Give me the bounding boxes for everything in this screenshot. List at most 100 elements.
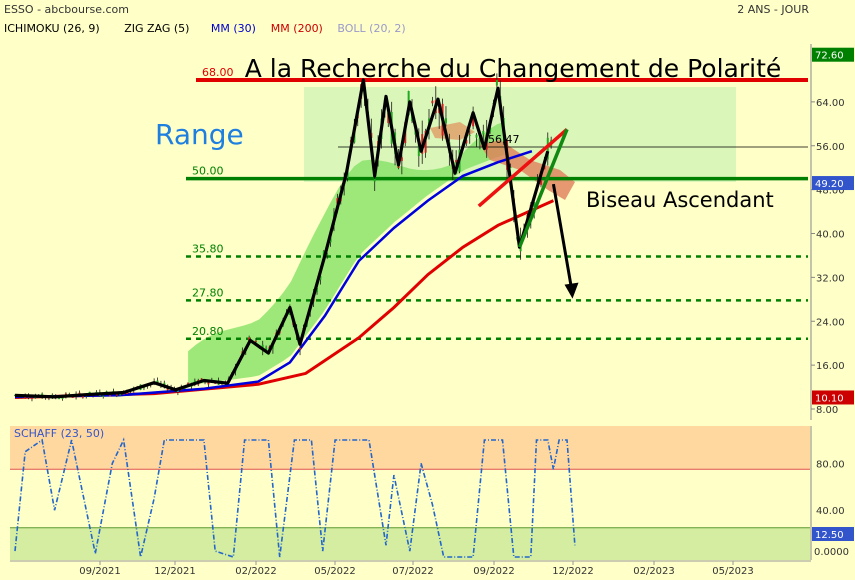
price-tick-label: 32.00: [816, 273, 845, 284]
candle-body: [102, 395, 105, 397]
zigzag-path: [14, 78, 550, 399]
date-tick-label: 02/2022: [235, 566, 277, 577]
level-label: 50.00: [192, 165, 224, 178]
indicator-label: BOLL (20, 2): [337, 22, 405, 35]
schaff-tick-label: 40.00: [816, 506, 845, 517]
price-badge-label: 49.20: [815, 179, 844, 190]
candle-body: [254, 340, 257, 342]
date-tick-label: 09/2022: [473, 566, 515, 577]
price-tick-label: 16.00: [816, 361, 845, 372]
candle-body: [482, 130, 485, 135]
cloud-bullish: [188, 121, 505, 385]
schaff-line: [14, 437, 576, 559]
price-badge-label: 72.60: [815, 51, 844, 62]
date-tick-label: 12/2022: [552, 566, 594, 577]
date-tick-label: 05/2022: [314, 566, 356, 577]
candle-body: [495, 79, 498, 86]
candle-body: [58, 398, 61, 400]
candle-body: [546, 137, 549, 160]
indicator-label: MM (200): [271, 22, 323, 35]
wedge-upper-line: [477, 127, 569, 208]
schaff-badge-label: 12.50: [815, 530, 844, 541]
wedge-label: Biseau Ascendant: [586, 188, 774, 212]
date-tick-label: 02/2023: [633, 566, 675, 577]
level-lines: 68.00 50.00 35.80 27.80 20.80: [186, 66, 808, 341]
wedge-lower-line: [517, 128, 569, 248]
cloud-bearish: [480, 140, 575, 200]
zigzag-line: [14, 78, 550, 399]
date-axis: 09/2021 12/2021 02/2022 05/2022 07/2022 09/20…: [10, 560, 811, 577]
candle-body: [444, 118, 447, 124]
last-high-label: 56.47: [488, 133, 520, 146]
indicator-label: MM (30): [211, 22, 256, 35]
candle-body: [71, 396, 74, 398]
candle-body: [319, 276, 322, 280]
candle-body: [387, 112, 390, 123]
candle-body: [30, 397, 33, 399]
moving-average-lines: [14, 150, 555, 399]
level-label: 20.80: [192, 325, 224, 338]
schaff-tick-label: 80.00: [816, 459, 845, 470]
candle-body: [299, 347, 302, 350]
candle-body: [539, 180, 542, 185]
candle-body: [465, 139, 468, 144]
candle-body: [455, 159, 458, 163]
forecast-arrow-shaft: [551, 183, 574, 289]
price-tick-label: 64.00: [816, 98, 845, 109]
date-tick-label: 12/2021: [154, 566, 196, 577]
candle-body: [207, 382, 210, 385]
date-tick-label: 05/2023: [712, 566, 754, 577]
price-badge-current: [812, 176, 854, 191]
schaff-panel: SCHAFF (23, 50) 80.00 40.00 0.0000 12.50: [10, 426, 854, 560]
candle-body: [533, 202, 536, 208]
schaff-zero-label: 0.0000: [814, 547, 849, 558]
candle-body: [475, 134, 478, 138]
level-label: 27.80: [192, 286, 224, 299]
forecast-arrow-head: [564, 282, 579, 299]
candle-body: [472, 118, 475, 127]
schaff-overbought-zone: [10, 426, 810, 470]
price-axis-ticks: 64.00 56.00 48.00 40.00 32.00 24.00 16.00 8.00: [811, 98, 845, 416]
candle-body: [78, 392, 81, 394]
candle-body: [468, 135, 471, 137]
candle-body: [316, 288, 319, 292]
chart-title: A la Recherche du Changement de Polarité: [245, 54, 782, 83]
price-tick-label: 8.00: [816, 405, 838, 416]
indicator-label: ZIG ZAG (5): [124, 22, 189, 35]
date-tick-label: 07/2022: [392, 566, 434, 577]
candle-body: [336, 198, 339, 204]
candle-body: [119, 393, 122, 396]
price-badges: 72.60 49.20 10.10: [812, 47, 854, 405]
price-tick-label: 48.00: [816, 186, 845, 197]
forecast-arrow: [551, 183, 579, 299]
price-badge-top: [812, 47, 854, 62]
wedge-lines: [477, 127, 569, 248]
cloud-bearish: [430, 122, 475, 140]
range-label: Range: [155, 118, 244, 151]
schaff-badge: [812, 527, 854, 541]
chart-period: 2 ANS - JOUR: [737, 3, 809, 16]
ma30-line: [14, 150, 533, 399]
level-label: 68.00: [202, 66, 234, 79]
schaff-oversold-zone: [10, 527, 810, 560]
candle-body: [176, 389, 179, 392]
price-tick-label: 24.00: [816, 317, 845, 328]
level-label: 35.80: [192, 243, 224, 256]
candle-body: [431, 100, 434, 104]
candle-body: [400, 157, 403, 161]
schaff-label: SCHAFF (23, 50): [14, 427, 104, 440]
candle-body: [373, 179, 376, 182]
price-badge-low: [812, 390, 854, 405]
candle-body: [142, 387, 145, 389]
chart-source: ESSO - abcbourse.com: [4, 3, 129, 16]
price-tick-label: 40.00: [816, 230, 845, 241]
candle-body: [163, 382, 166, 386]
price-tick-label: 56.00: [816, 142, 845, 153]
candle-body: [109, 395, 112, 397]
price-badge-label: 10.10: [815, 393, 844, 404]
candle-body: [509, 167, 512, 169]
indicator-legend: ICHIMOKU (26, 9) ZIG ZAG (5) MM (30) MM (20…: [4, 22, 406, 35]
candle-body: [326, 254, 329, 256]
ichimoku-cloud: [188, 121, 575, 385]
